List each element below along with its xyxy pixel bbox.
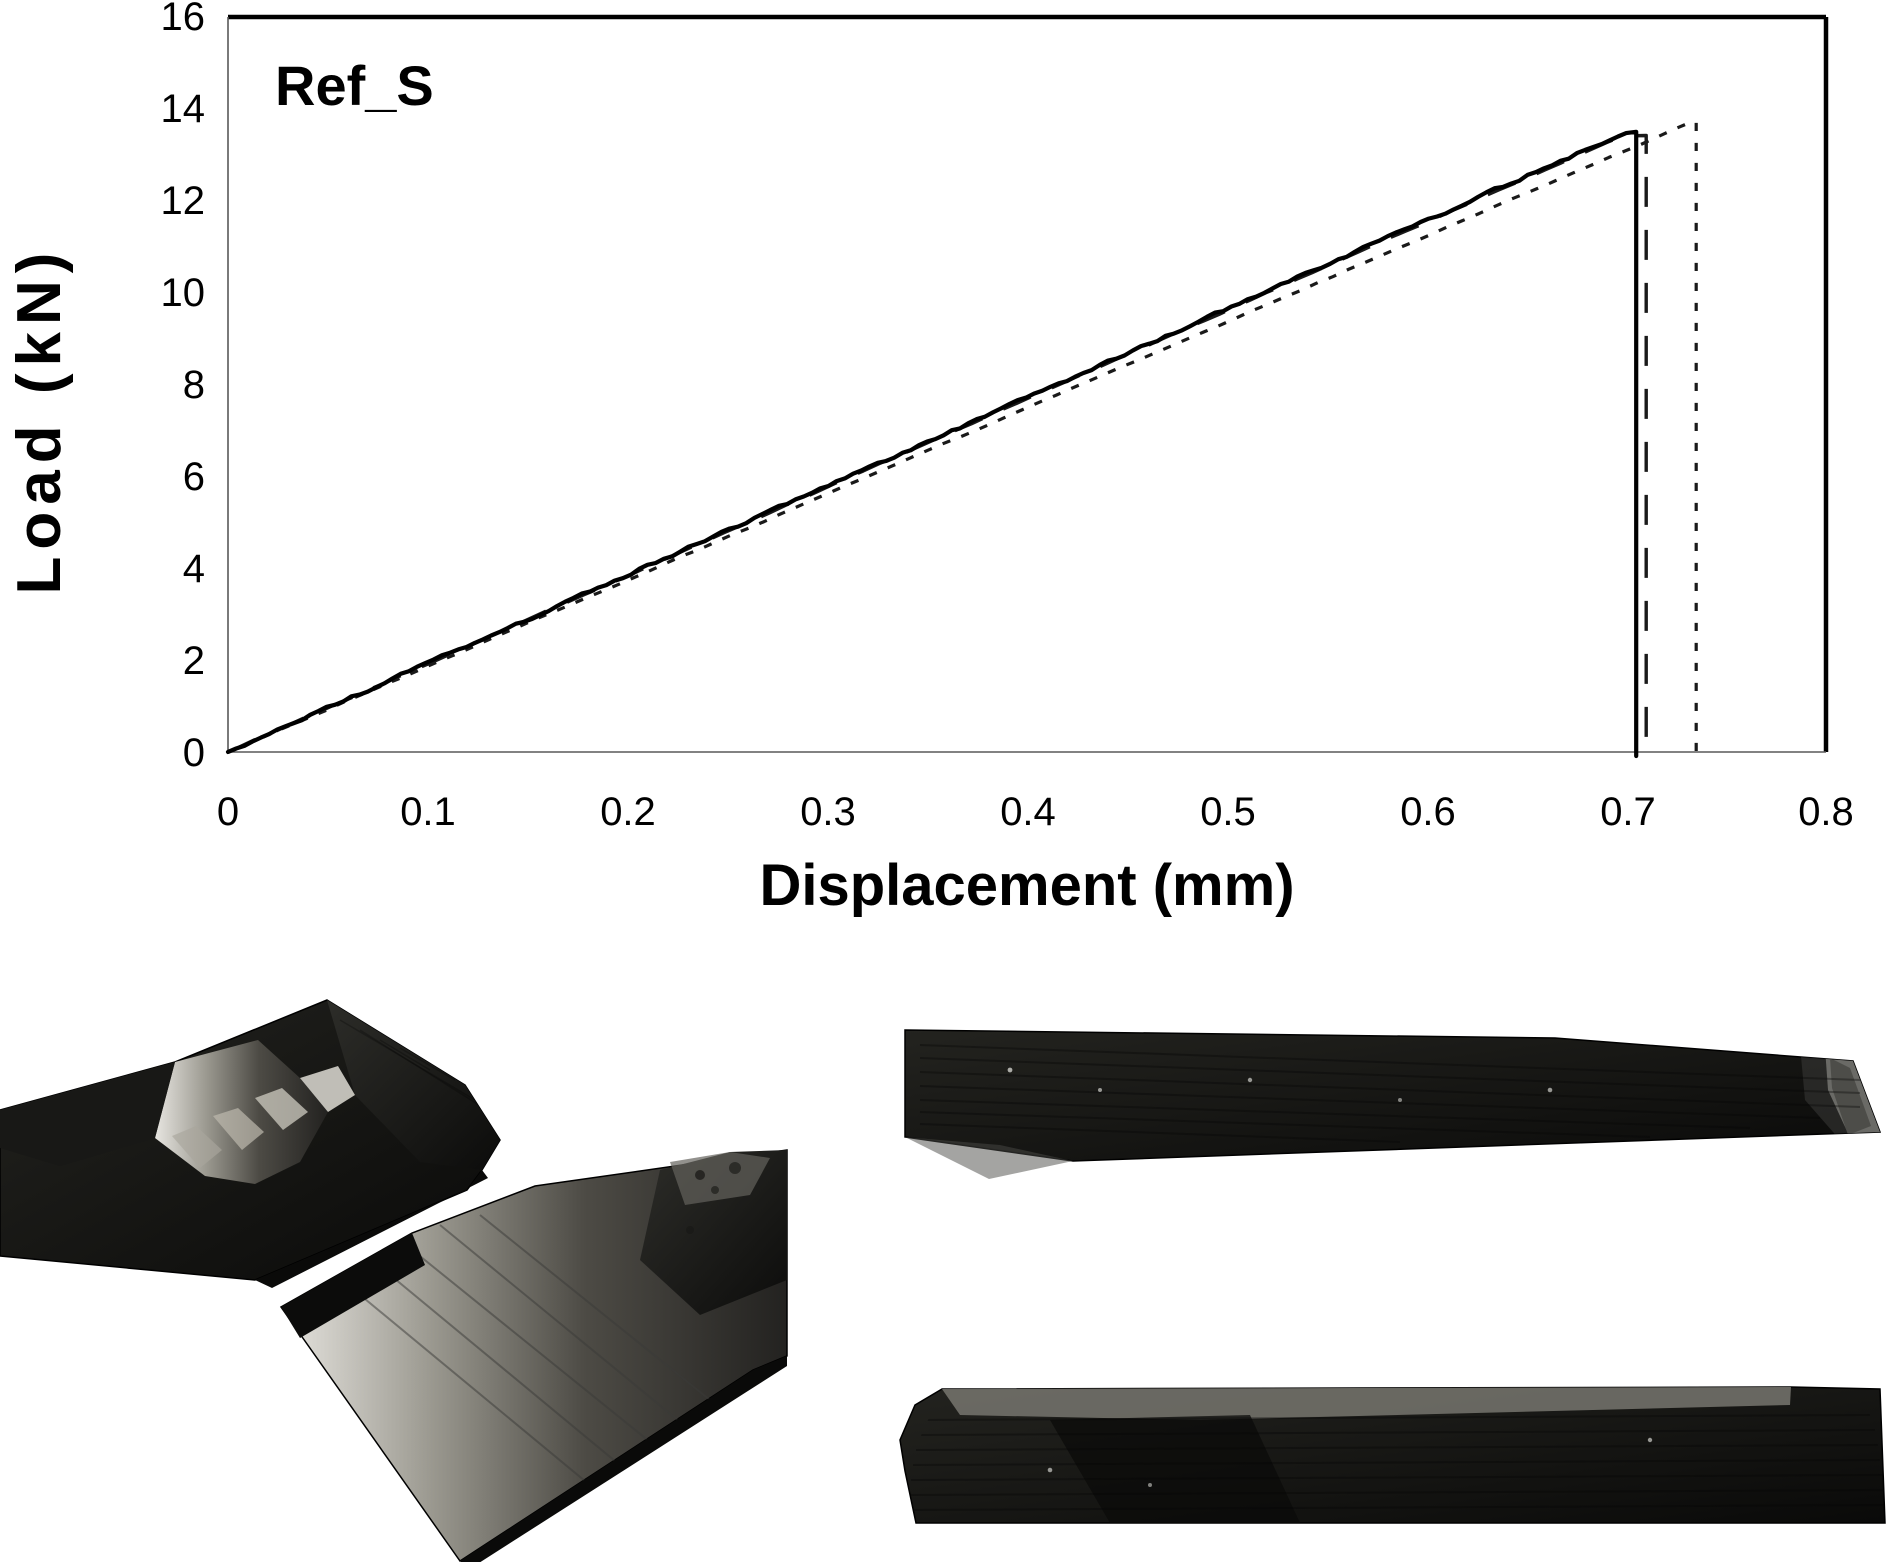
svg-text:12: 12 [161, 179, 206, 223]
svg-text:Load (kN): Load (kN) [5, 246, 74, 595]
svg-text:0: 0 [217, 790, 239, 834]
svg-text:0.2: 0.2 [600, 790, 656, 834]
svg-text:0.5: 0.5 [1200, 790, 1256, 834]
svg-text:0.6: 0.6 [1400, 790, 1456, 834]
svg-text:14: 14 [161, 87, 206, 131]
svg-text:8: 8 [183, 363, 205, 407]
svg-text:10: 10 [161, 271, 206, 315]
svg-text:6: 6 [183, 455, 205, 499]
svg-text:0.4: 0.4 [1000, 790, 1056, 834]
svg-text:0.8: 0.8 [1798, 790, 1854, 834]
svg-text:Ref_S: Ref_S [275, 54, 434, 117]
svg-text:0.3: 0.3 [800, 790, 856, 834]
svg-text:0: 0 [183, 731, 205, 775]
svg-text:0.7: 0.7 [1600, 790, 1656, 834]
svg-text:2: 2 [183, 639, 205, 683]
svg-text:Displacement (mm): Displacement (mm) [759, 853, 1294, 918]
svg-text:0.1: 0.1 [400, 790, 456, 834]
svg-text:16: 16 [161, 0, 206, 39]
svg-text:4: 4 [183, 547, 205, 591]
